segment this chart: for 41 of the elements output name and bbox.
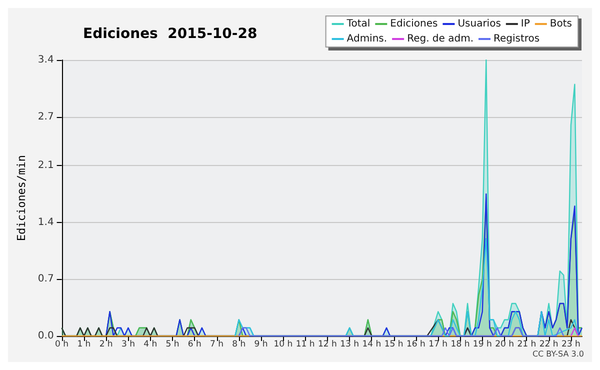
x-tick-label: 7 h [210,340,224,350]
y-tick-label: 2.1 [38,160,54,172]
x-tick-label: 10 h [274,340,293,350]
legend-label: Ediciones [390,18,438,30]
x-tick-label: 0 h [55,340,69,350]
x-tick-label: 4 h [144,340,158,350]
x-tick-label: 17 h [428,340,448,350]
y-tick-label: 1.4 [38,216,54,228]
x-tick-label: 20 h [495,340,514,350]
legend-label: IP [520,18,530,30]
legend-label: Registros [493,34,540,44]
y-tick-label: 3.4 [38,54,54,66]
x-tick-label: 16 h [406,340,426,350]
x-tick-label: 13 h [340,340,360,350]
x-tick-label: 22 h [539,340,558,350]
x-tick-label: 12 h [318,340,337,350]
x-tick-label: 23 h [561,340,580,350]
x-tick-label: 8 h [232,340,246,350]
x-tick-label: 19 h [472,340,492,350]
x-tick-label: 11 h [296,340,315,350]
legend-label: Usuarios [458,18,501,30]
legend-label: Reg. de adm. [407,34,474,44]
x-tick-label: 1 h [77,340,91,350]
x-tick-label: 14 h [362,340,382,350]
y-tick-label: 0.7 [38,274,54,285]
legend-label: Bots [550,18,572,30]
legend-label: Admins. [346,34,388,44]
x-tick-label: 18 h [450,340,470,350]
x-tick-label: 5 h [166,340,180,350]
legend-label: Total [346,18,370,30]
x-tick-label: 6 h [188,340,202,350]
y-tick-label: 0.0 [38,330,54,342]
x-tick-label: 3 h [121,340,135,350]
x-tick-label: 9 h [254,340,268,350]
y-axis-title: Ediciones/min [15,154,28,242]
x-tick-label: 21 h [517,340,536,350]
y-tick-label: 2.7 [38,111,54,122]
chart-title: Ediciones 2015-10-28 [83,26,258,42]
text: CC BY-SA 3.0 [532,350,584,358]
x-tick-label: 2 h [99,340,113,350]
x-tick-label: 15 h [384,340,404,350]
